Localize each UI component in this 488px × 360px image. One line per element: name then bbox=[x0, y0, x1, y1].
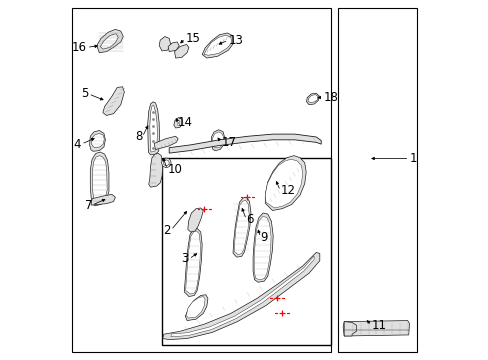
Polygon shape bbox=[92, 156, 107, 203]
Polygon shape bbox=[91, 134, 104, 148]
Polygon shape bbox=[202, 33, 233, 58]
Polygon shape bbox=[187, 208, 203, 232]
Text: 10: 10 bbox=[167, 163, 182, 176]
Polygon shape bbox=[265, 159, 302, 208]
Polygon shape bbox=[234, 201, 249, 255]
Bar bbox=[162, 158, 330, 345]
Polygon shape bbox=[203, 35, 231, 55]
Text: 11: 11 bbox=[371, 319, 386, 332]
Text: 4: 4 bbox=[74, 138, 81, 150]
Polygon shape bbox=[174, 118, 183, 128]
Circle shape bbox=[163, 160, 169, 166]
Polygon shape bbox=[90, 152, 109, 206]
Polygon shape bbox=[163, 252, 319, 339]
Polygon shape bbox=[149, 105, 157, 152]
Text: 12: 12 bbox=[280, 184, 295, 197]
Polygon shape bbox=[159, 37, 171, 51]
Text: 5: 5 bbox=[81, 87, 88, 100]
Polygon shape bbox=[253, 213, 273, 282]
Circle shape bbox=[162, 158, 171, 167]
Text: 18: 18 bbox=[323, 91, 338, 104]
Circle shape bbox=[177, 121, 179, 123]
Polygon shape bbox=[211, 130, 224, 150]
Text: 6: 6 bbox=[246, 213, 253, 226]
Text: 16: 16 bbox=[72, 41, 86, 54]
Text: 2: 2 bbox=[163, 224, 171, 237]
Polygon shape bbox=[171, 256, 313, 337]
Polygon shape bbox=[212, 132, 223, 148]
Polygon shape bbox=[169, 134, 321, 153]
Polygon shape bbox=[343, 320, 408, 336]
Text: 14: 14 bbox=[178, 116, 193, 129]
Bar bbox=[72, 8, 330, 352]
Text: 7: 7 bbox=[84, 199, 92, 212]
Polygon shape bbox=[184, 228, 202, 297]
Text: 9: 9 bbox=[260, 231, 267, 244]
Polygon shape bbox=[186, 297, 204, 318]
Circle shape bbox=[177, 123, 179, 126]
Polygon shape bbox=[233, 197, 250, 257]
Text: 17: 17 bbox=[221, 136, 236, 149]
Polygon shape bbox=[168, 42, 179, 51]
Polygon shape bbox=[185, 231, 200, 294]
Polygon shape bbox=[100, 34, 118, 49]
Polygon shape bbox=[97, 30, 123, 53]
Text: 1: 1 bbox=[408, 152, 416, 165]
Polygon shape bbox=[174, 44, 188, 58]
Polygon shape bbox=[147, 102, 159, 155]
Text: 8: 8 bbox=[135, 130, 142, 144]
Polygon shape bbox=[254, 217, 270, 280]
Polygon shape bbox=[148, 153, 163, 187]
Polygon shape bbox=[91, 194, 115, 205]
Polygon shape bbox=[89, 131, 105, 151]
Polygon shape bbox=[344, 321, 356, 336]
Text: 3: 3 bbox=[181, 252, 188, 265]
Bar bbox=[337, 8, 416, 352]
Polygon shape bbox=[102, 87, 124, 116]
Polygon shape bbox=[185, 295, 207, 320]
Text: 13: 13 bbox=[228, 33, 243, 47]
Polygon shape bbox=[265, 156, 305, 211]
Text: 15: 15 bbox=[185, 32, 200, 45]
Polygon shape bbox=[154, 136, 178, 149]
Polygon shape bbox=[306, 93, 319, 105]
Polygon shape bbox=[307, 95, 317, 103]
